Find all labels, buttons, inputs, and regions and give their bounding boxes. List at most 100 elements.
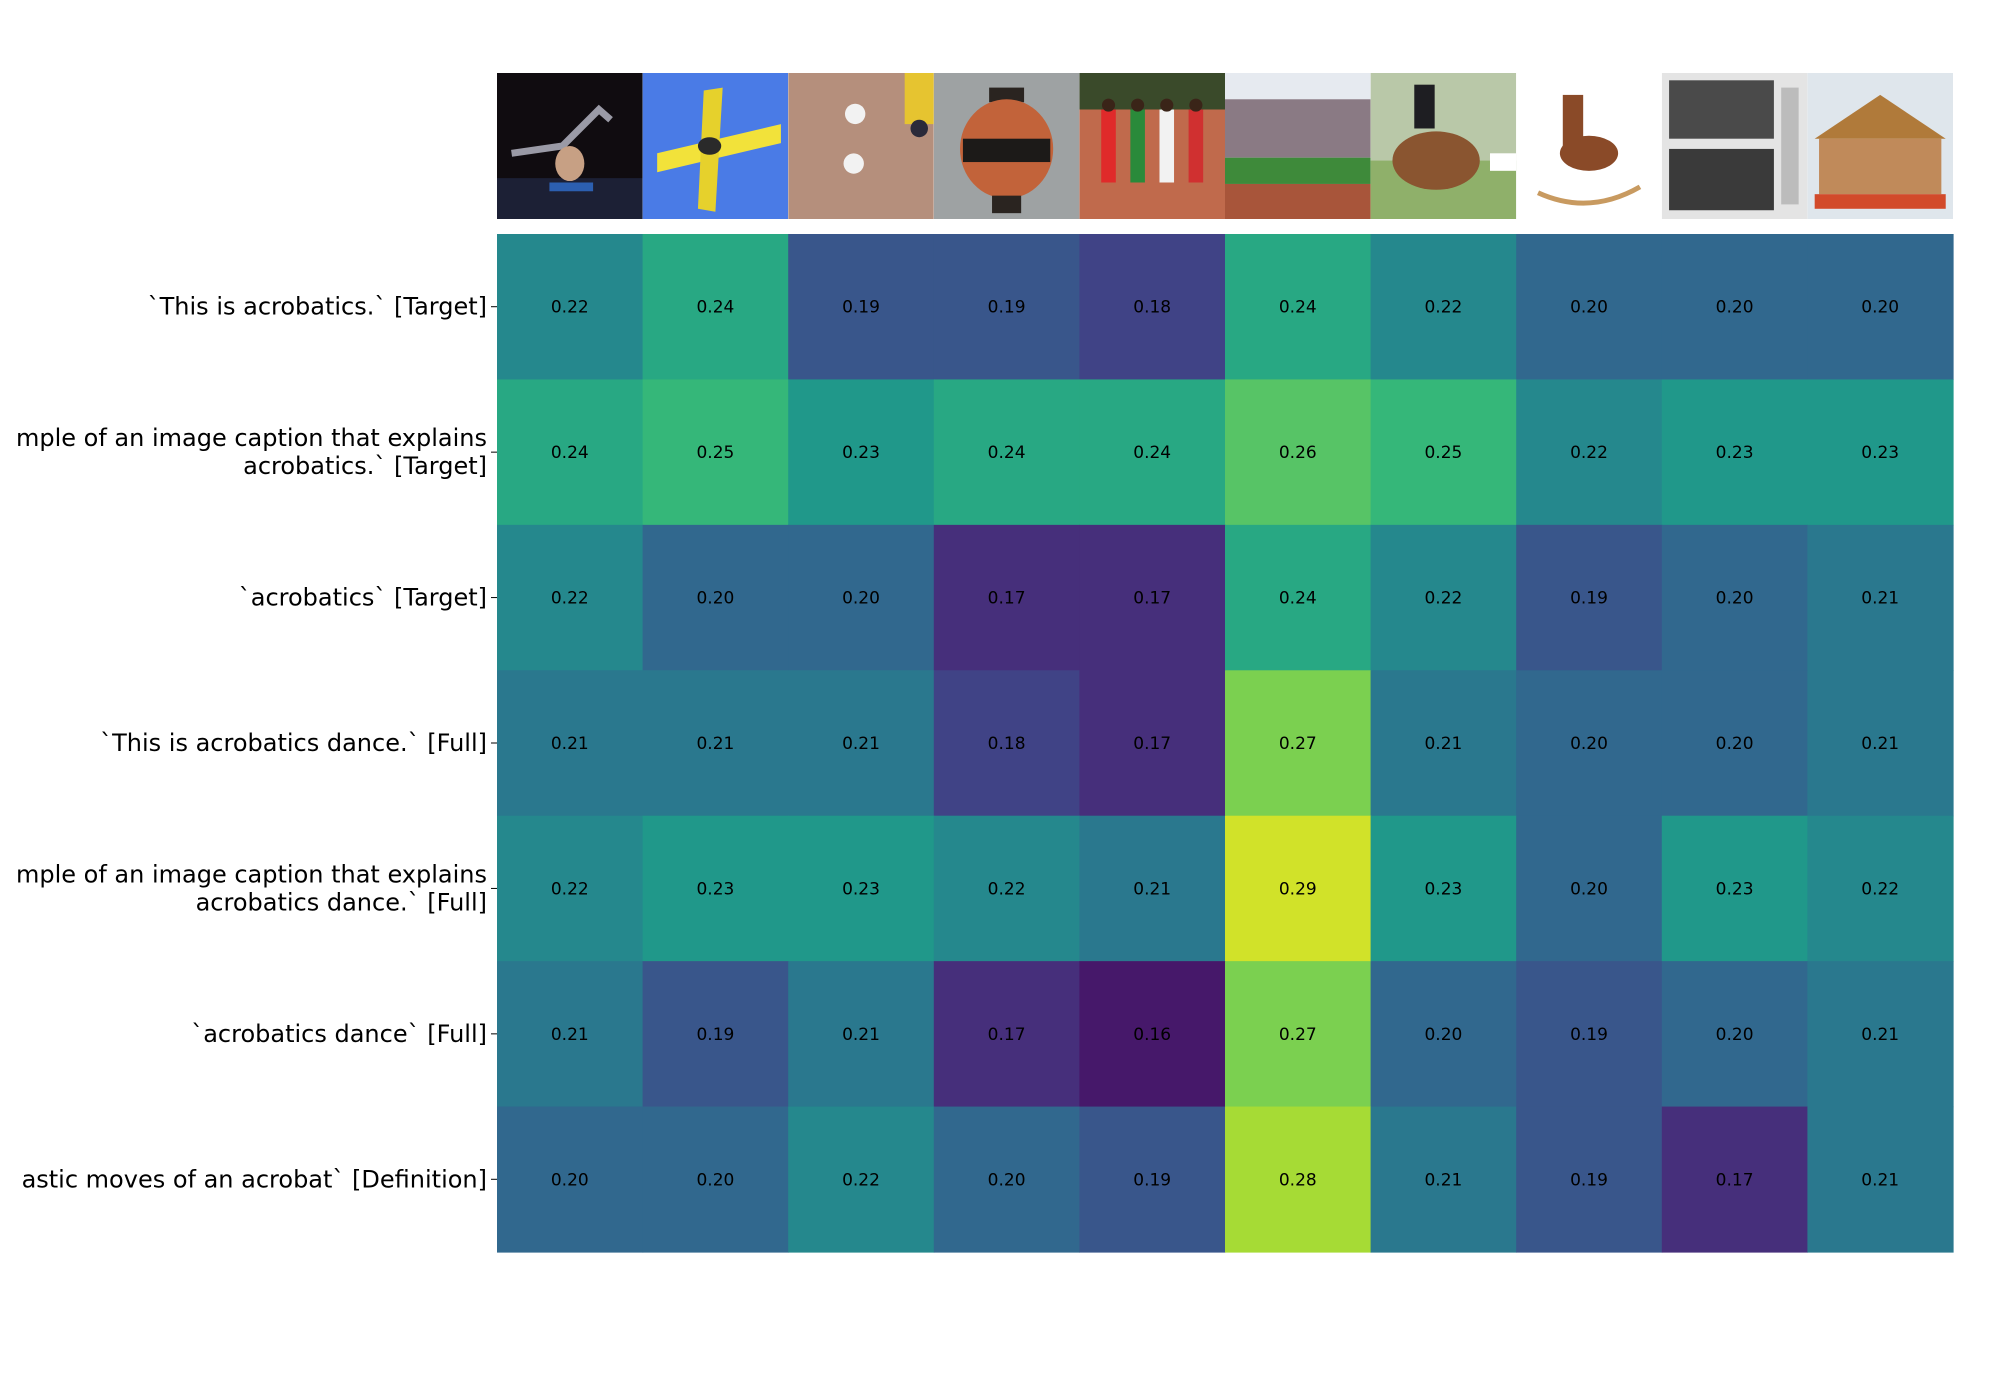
heatmap-cell xyxy=(642,670,789,817)
row-label: mple of an image caption that explains xyxy=(16,424,487,452)
heatmap-cell xyxy=(1370,1106,1517,1253)
cell-value-label: 0.21 xyxy=(696,734,734,754)
cell-value-label: 0.21 xyxy=(1861,1170,1899,1190)
heatmap-cell xyxy=(1807,524,1954,671)
heatmap-cell xyxy=(642,524,789,671)
cell-value-label: 0.20 xyxy=(1716,589,1754,609)
heatmap-cell xyxy=(1079,379,1226,526)
cell-value-label: 0.20 xyxy=(696,589,734,609)
heatmap-cell xyxy=(1225,670,1372,817)
heatmap-cell xyxy=(1516,234,1663,381)
heatmap-cell xyxy=(1516,961,1663,1108)
heatmap-cell xyxy=(1079,961,1226,1108)
cell-value-label: 0.23 xyxy=(1861,443,1899,463)
heatmap-cell xyxy=(642,1106,789,1253)
cell-value-label: 0.23 xyxy=(842,443,880,463)
cell-value-label: 0.28 xyxy=(1279,1170,1317,1190)
cell-value-label: 0.20 xyxy=(1716,734,1754,754)
heatmap-cell xyxy=(642,379,789,526)
cell-value-label: 0.20 xyxy=(1570,879,1608,899)
cell-value-label: 0.24 xyxy=(1279,589,1317,609)
cell-value-label: 0.19 xyxy=(988,298,1026,318)
rocking-horse-toy-thumbnail xyxy=(1516,73,1662,219)
heatmap-cell xyxy=(1516,524,1663,671)
cell-value-label: 0.20 xyxy=(842,589,880,609)
cell-value-label: 0.21 xyxy=(551,734,589,754)
cell-value-label: 0.17 xyxy=(1716,1170,1754,1190)
cell-value-label: 0.22 xyxy=(1424,589,1462,609)
vintage-newspaper-photos-thumbnail xyxy=(1661,73,1808,219)
row-label: `acrobatics dance` [Full] xyxy=(191,1020,487,1048)
cell-value-label: 0.19 xyxy=(696,1025,734,1045)
heatmap-cell xyxy=(788,234,935,381)
heatmap-cell xyxy=(1661,815,1808,962)
cell-value-label: 0.19 xyxy=(1133,1170,1171,1190)
heatmap-cell xyxy=(933,961,1080,1108)
row-label: astic moves of an acrobat` [Definition] xyxy=(22,1165,487,1193)
cell-value-label: 0.22 xyxy=(842,1170,880,1190)
cell-value-label: 0.25 xyxy=(1424,443,1462,463)
baseball-players-thumbnail xyxy=(788,73,934,219)
cell-value-label: 0.20 xyxy=(696,1170,734,1190)
cell-value-label: 0.21 xyxy=(551,1025,589,1045)
cell-value-label: 0.23 xyxy=(696,879,734,899)
heatmap-cell xyxy=(1225,1106,1372,1253)
heatmap-cell xyxy=(788,670,935,817)
heatmap-cell xyxy=(1661,670,1808,817)
heatmap-cell xyxy=(1807,234,1954,381)
heatmap-cell xyxy=(1370,961,1517,1108)
heatmap-cell xyxy=(1079,1106,1226,1253)
heatmap-cell xyxy=(1516,379,1663,526)
cell-value-label: 0.20 xyxy=(1424,1025,1462,1045)
heatmap-cell xyxy=(1516,670,1663,817)
heatmap-cell xyxy=(1516,815,1663,962)
cell-value-label: 0.21 xyxy=(1424,1170,1462,1190)
row-label: `This is acrobatics.` [Target] xyxy=(148,293,487,321)
cell-value-label: 0.21 xyxy=(1133,879,1171,899)
heatmap-cell xyxy=(1225,961,1372,1108)
heatmap-cell xyxy=(642,815,789,962)
cell-value-label: 0.20 xyxy=(1861,298,1899,318)
cell-value-label: 0.17 xyxy=(988,1025,1026,1045)
heatmap-cell xyxy=(1661,379,1808,526)
cell-value-label: 0.19 xyxy=(842,298,880,318)
heatmap-cell xyxy=(1807,961,1954,1108)
heatmap-cell xyxy=(1370,524,1517,671)
cell-value-label: 0.18 xyxy=(988,734,1026,754)
heatmap-cell xyxy=(497,524,644,671)
row-label: acrobatics dance.` [Full] xyxy=(196,888,487,916)
track-runners-thumbnail xyxy=(1079,73,1225,219)
cell-value-label: 0.27 xyxy=(1279,734,1317,754)
cell-value-label: 0.21 xyxy=(1424,734,1462,754)
row-label: acrobatics.` [Target] xyxy=(243,452,487,480)
heatmap-cell xyxy=(1370,379,1517,526)
heatmap-cell xyxy=(1516,1106,1663,1253)
cell-value-label: 0.23 xyxy=(1716,443,1754,463)
heatmap-cell xyxy=(933,670,1080,817)
cell-value-label: 0.22 xyxy=(551,298,589,318)
heatmap-cell xyxy=(1079,524,1226,671)
cell-value-label: 0.19 xyxy=(1570,1025,1608,1045)
heatmap-cell xyxy=(788,961,935,1108)
heatmap-cell xyxy=(788,1106,935,1253)
acrobat-performer-thumbnail xyxy=(497,73,643,219)
cell-value-label: 0.22 xyxy=(1424,298,1462,318)
row-label: `acrobatics` [Target] xyxy=(239,584,487,612)
cell-value-label: 0.20 xyxy=(988,1170,1026,1190)
cell-value-label: 0.16 xyxy=(1133,1025,1171,1045)
heatmap-cell xyxy=(497,815,644,962)
cell-value-label: 0.27 xyxy=(1279,1025,1317,1045)
cell-value-label: 0.21 xyxy=(842,1025,880,1045)
cell-value-label: 0.22 xyxy=(1570,443,1608,463)
cell-value-label: 0.17 xyxy=(988,589,1026,609)
row-labels: `This is acrobatics.` [Target] mple of an… xyxy=(16,293,497,1193)
heatmap-cell xyxy=(1225,815,1372,962)
yellow-airplane-thumbnail xyxy=(642,73,789,219)
cell-value-label: 0.21 xyxy=(1861,589,1899,609)
stadium-track-thumbnail xyxy=(1225,73,1371,219)
cell-value-label: 0.23 xyxy=(1716,879,1754,899)
heatmap-cell xyxy=(497,1106,644,1253)
row-label: `This is acrobatics dance.` [Full] xyxy=(100,729,487,757)
